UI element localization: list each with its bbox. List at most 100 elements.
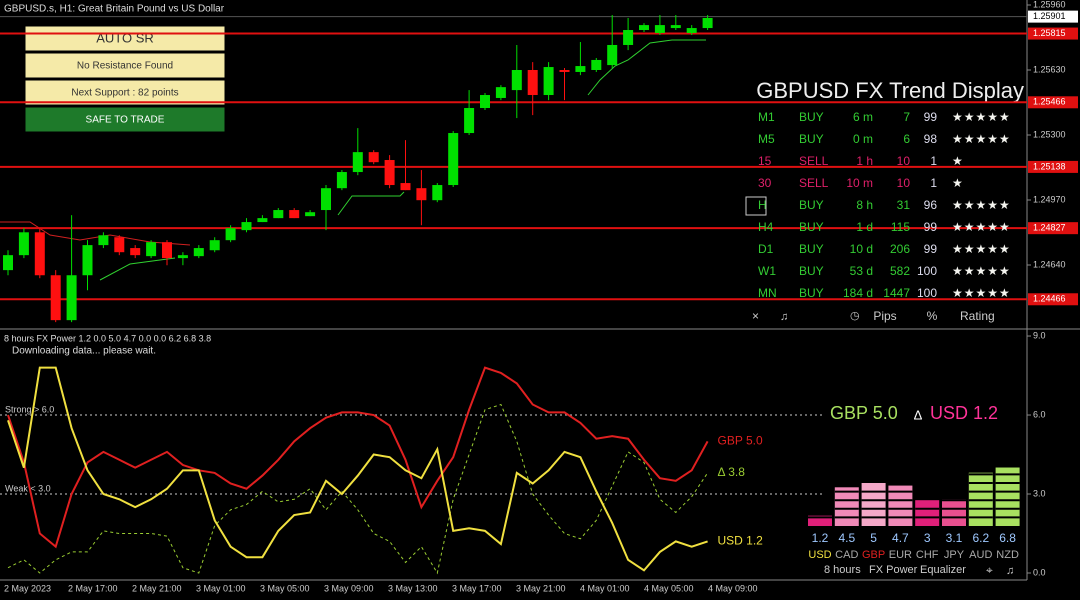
trend-cell: 96 [924, 198, 938, 212]
equalizer-currency: USD [808, 549, 831, 561]
trend-cell: 100 [917, 264, 937, 278]
time-label: 4 May 01:00 [580, 583, 630, 593]
candle-body [416, 188, 427, 201]
trend-cell: ★★★★★ [952, 198, 1011, 212]
trend-cell: 31 [897, 198, 911, 212]
trend-cell: 1 [930, 154, 937, 168]
equalizer-footer: FX Power [869, 564, 918, 576]
trend-cell: ★ [952, 154, 964, 168]
candle-body [257, 218, 268, 223]
trend-cell: BUY [799, 132, 824, 146]
candle-body [130, 248, 141, 256]
trend-cell: 206 [890, 242, 910, 256]
price-tick-label: 1.25630 [1033, 64, 1066, 74]
candle-body [543, 67, 554, 96]
trend-cell: ★★★★★ [952, 242, 1011, 256]
candle-body [591, 59, 602, 70]
symbol-header: GBPUSD.s, H1: Great Britain Pound vs US … [4, 4, 225, 15]
sr-panel: AUTO SR No Resistance Found Next Support… [24, 25, 226, 133]
candle-body [3, 255, 13, 271]
trend-cell: 7 [903, 110, 910, 124]
sound-icon[interactable]: ♫ [780, 311, 788, 323]
time-label: 2 May 21:00 [132, 583, 182, 593]
candle-body [702, 18, 713, 29]
candle-body [305, 212, 316, 217]
time-label: 3 May 21:00 [516, 583, 566, 593]
trend-cell: ★★★★★ [952, 264, 1011, 278]
current-price-tag [1028, 10, 1078, 23]
time-label: 3 May 05:00 [260, 583, 310, 593]
candle-body [623, 30, 634, 45]
sr-status-box [24, 106, 226, 133]
sr-support-box [24, 79, 226, 106]
equalizer-currency: AUD [969, 549, 992, 561]
sr-level-label: 1.24827 [1033, 223, 1066, 233]
equalizer-currency: GBP [862, 549, 885, 561]
trend-cell: W1 [758, 264, 776, 278]
power-line [7, 366, 708, 572]
trailing-line [337, 191, 405, 216]
sr-level-tag [1028, 27, 1078, 40]
candle-body [352, 152, 363, 173]
sound-icon[interactable]: ♫ [1006, 565, 1014, 577]
sr-support: Next Support : 82 points [71, 88, 178, 99]
trend-cell: 15 [758, 154, 772, 168]
candle-body [273, 210, 284, 219]
trend-cell: M1 [758, 110, 775, 124]
candle-body [114, 237, 125, 253]
candle-body [241, 222, 252, 231]
sr-level-tag [1028, 222, 1078, 235]
trend-cell: 10 [897, 154, 911, 168]
trend-cell: BUY [799, 198, 824, 212]
sr-resistance: No Resistance Found [77, 61, 173, 72]
trend-cell: ★★★★★ [952, 132, 1011, 146]
candle-body [511, 70, 522, 91]
summary-delta: ∆ [914, 407, 922, 422]
trend-cell: ★★★★★ [952, 286, 1011, 300]
equalizer-value: 4.5 [838, 531, 855, 545]
power-line-label: USD 1.2 [718, 534, 764, 548]
equalizer-bar [808, 515, 832, 526]
equalizer-value: 3.1 [946, 531, 963, 545]
time-label: 3 May 13:00 [388, 583, 438, 593]
trend-cell: 10 [897, 176, 911, 190]
candle-body [225, 228, 236, 241]
power-tick-label: 9.0 [1033, 330, 1046, 340]
sr-title-box [24, 25, 226, 52]
trend-cell: 1 [930, 176, 937, 190]
candle-body [432, 185, 443, 201]
clock-icon[interactable]: ◷ [850, 310, 860, 322]
trend-cell: MN [758, 286, 777, 300]
trend-cell: 6 m [853, 110, 873, 124]
candle-body [607, 44, 618, 66]
trend-cell: 10 m [846, 176, 873, 190]
candle-body [527, 70, 538, 96]
trend-cell: ★★★★★ [952, 220, 1011, 234]
sr-level-label: 1.25138 [1033, 161, 1066, 171]
trend-cell: 115 [891, 220, 910, 234]
candle-body [670, 25, 681, 29]
trend-cell: 99 [924, 220, 938, 234]
equalizer-bar [834, 487, 859, 526]
time-label: 3 May 01:00 [196, 583, 246, 593]
trend-cell: ★★★★★ [952, 110, 1011, 124]
equalizer-bar [915, 500, 940, 526]
equalizer-footer: 8 hours [824, 564, 861, 576]
trend-title: GBPUSD FX Trend Display [756, 78, 1024, 103]
sr-status: SAFE TO TRADE [86, 115, 165, 126]
candle-body [495, 87, 506, 98]
trailing-line [587, 39, 706, 96]
crosshair-icon[interactable]: ⌖ [986, 563, 993, 577]
fx-power-title: 8 hours FX Power 1.2 0.0 5.0 4.7 0.0 0.0… [4, 333, 211, 343]
sr-level-tag [1028, 96, 1078, 109]
candle-body [193, 248, 204, 257]
equalizer-value: 4.7 [892, 531, 909, 545]
sr-level-tag [1028, 293, 1078, 306]
price-tick-label: 1.25960 [1033, 0, 1066, 9]
candle-body [82, 245, 93, 276]
candle-body [18, 232, 29, 256]
close-icon[interactable]: × [752, 309, 759, 323]
trend-cell: 10 d [850, 242, 873, 256]
sr-resistance-box [24, 52, 226, 79]
threshold-label: Weak < 3.0 [5, 483, 51, 493]
